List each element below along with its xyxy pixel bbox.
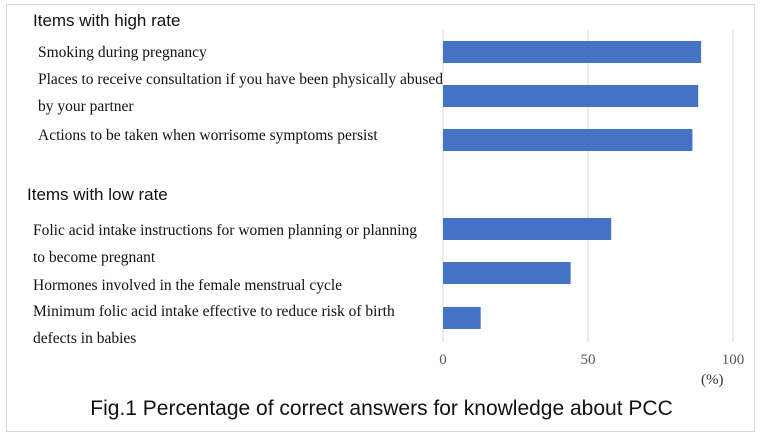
figure-caption: Fig.1 Percentage of correct answers for … xyxy=(90,397,673,420)
chart-frame xyxy=(6,4,755,432)
group-heading-high: Items with high rate xyxy=(33,11,181,30)
bar-low-2 xyxy=(443,262,571,284)
bar-high-2 xyxy=(443,85,699,107)
x-tick-label-0: 0 xyxy=(439,352,447,368)
item-label-consultation: Places to receive consultation if you ha… xyxy=(38,71,444,115)
bar-high-3 xyxy=(443,129,693,151)
item-label-folic-instructions: Folic acid intake instructions for women… xyxy=(33,222,417,266)
bar-low-1 xyxy=(443,218,612,240)
x-tick-label-50: 50 xyxy=(581,352,596,368)
x-tick-label-100: 100 xyxy=(722,352,745,368)
axis-unit-label: (%) xyxy=(701,372,724,388)
group-heading-low: Items with low rate xyxy=(27,185,168,204)
item-label-smoking: Smoking during pregnancy xyxy=(38,44,207,61)
bar-high-1 xyxy=(443,41,702,63)
item-label-hormones: Hormones involved in the female menstrua… xyxy=(33,277,343,294)
item-label-symptoms: Actions to be taken when worrisome sympt… xyxy=(38,127,378,144)
item-label-folic-minimum: Minimum folic acid intake effective to r… xyxy=(33,303,395,347)
bar-low-3 xyxy=(443,307,481,329)
